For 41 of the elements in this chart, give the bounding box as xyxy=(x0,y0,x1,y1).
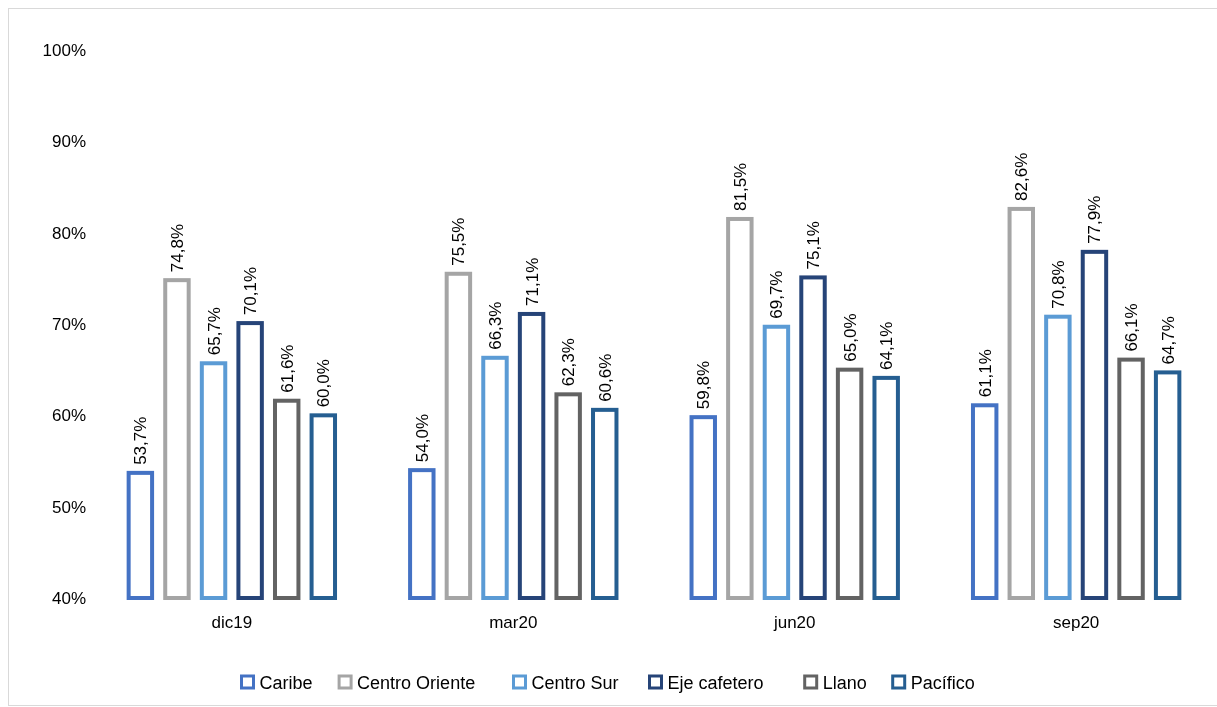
data-label: 60,0% xyxy=(314,359,334,408)
data-label: 81,5% xyxy=(730,162,750,211)
data-label: 62,3% xyxy=(559,338,579,387)
data-label: 60,6% xyxy=(595,353,615,402)
y-tick-label: 70% xyxy=(51,314,86,334)
legend-label: Llano xyxy=(822,673,867,694)
y-tick-label: 90% xyxy=(51,132,86,152)
data-label: 61,1% xyxy=(975,349,995,398)
legend-label: Centro Oriente xyxy=(357,673,476,694)
x-tick-label: jun20 xyxy=(772,613,816,632)
y-tick-label: 100% xyxy=(42,40,86,60)
data-label: 82,6% xyxy=(1012,152,1032,201)
data-label: 64,1% xyxy=(877,321,897,370)
data-label: 74,8% xyxy=(167,223,187,273)
legend-label: Centro Sur xyxy=(531,673,619,694)
data-label: 69,7% xyxy=(767,270,787,319)
data-label: 71,1% xyxy=(522,257,542,306)
data-label: 65,7% xyxy=(204,307,224,356)
data-label: 70,1% xyxy=(241,266,261,316)
y-tick-label: 80% xyxy=(51,223,86,243)
y-tick-label: 40% xyxy=(51,588,86,608)
data-label: 61,6% xyxy=(277,344,297,393)
data-label: 65,0% xyxy=(840,313,860,362)
y-tick-label: 60% xyxy=(51,406,86,426)
data-label: 54,0% xyxy=(412,413,432,463)
legend-label: Pacífico xyxy=(910,673,975,694)
legend-label: Caribe xyxy=(259,673,313,694)
data-label: 59,8% xyxy=(694,360,714,410)
legend-label: Eje cafetero xyxy=(667,673,764,694)
data-label: 70,8% xyxy=(1048,260,1068,309)
data-label: 77,9% xyxy=(1085,195,1105,244)
data-label: 66,3% xyxy=(485,301,505,350)
y-tick-label: 50% xyxy=(51,497,86,517)
data-label: 64,7% xyxy=(1158,316,1178,365)
x-tick-label: dic19 xyxy=(211,613,253,632)
data-label: 53,7% xyxy=(131,416,151,465)
data-label: 75,1% xyxy=(804,221,824,270)
x-tick-label: sep20 xyxy=(1053,613,1100,632)
data-label: 75,5% xyxy=(449,217,469,266)
data-label: 66,1% xyxy=(1122,303,1142,352)
x-tick-label: mar20 xyxy=(489,613,538,632)
